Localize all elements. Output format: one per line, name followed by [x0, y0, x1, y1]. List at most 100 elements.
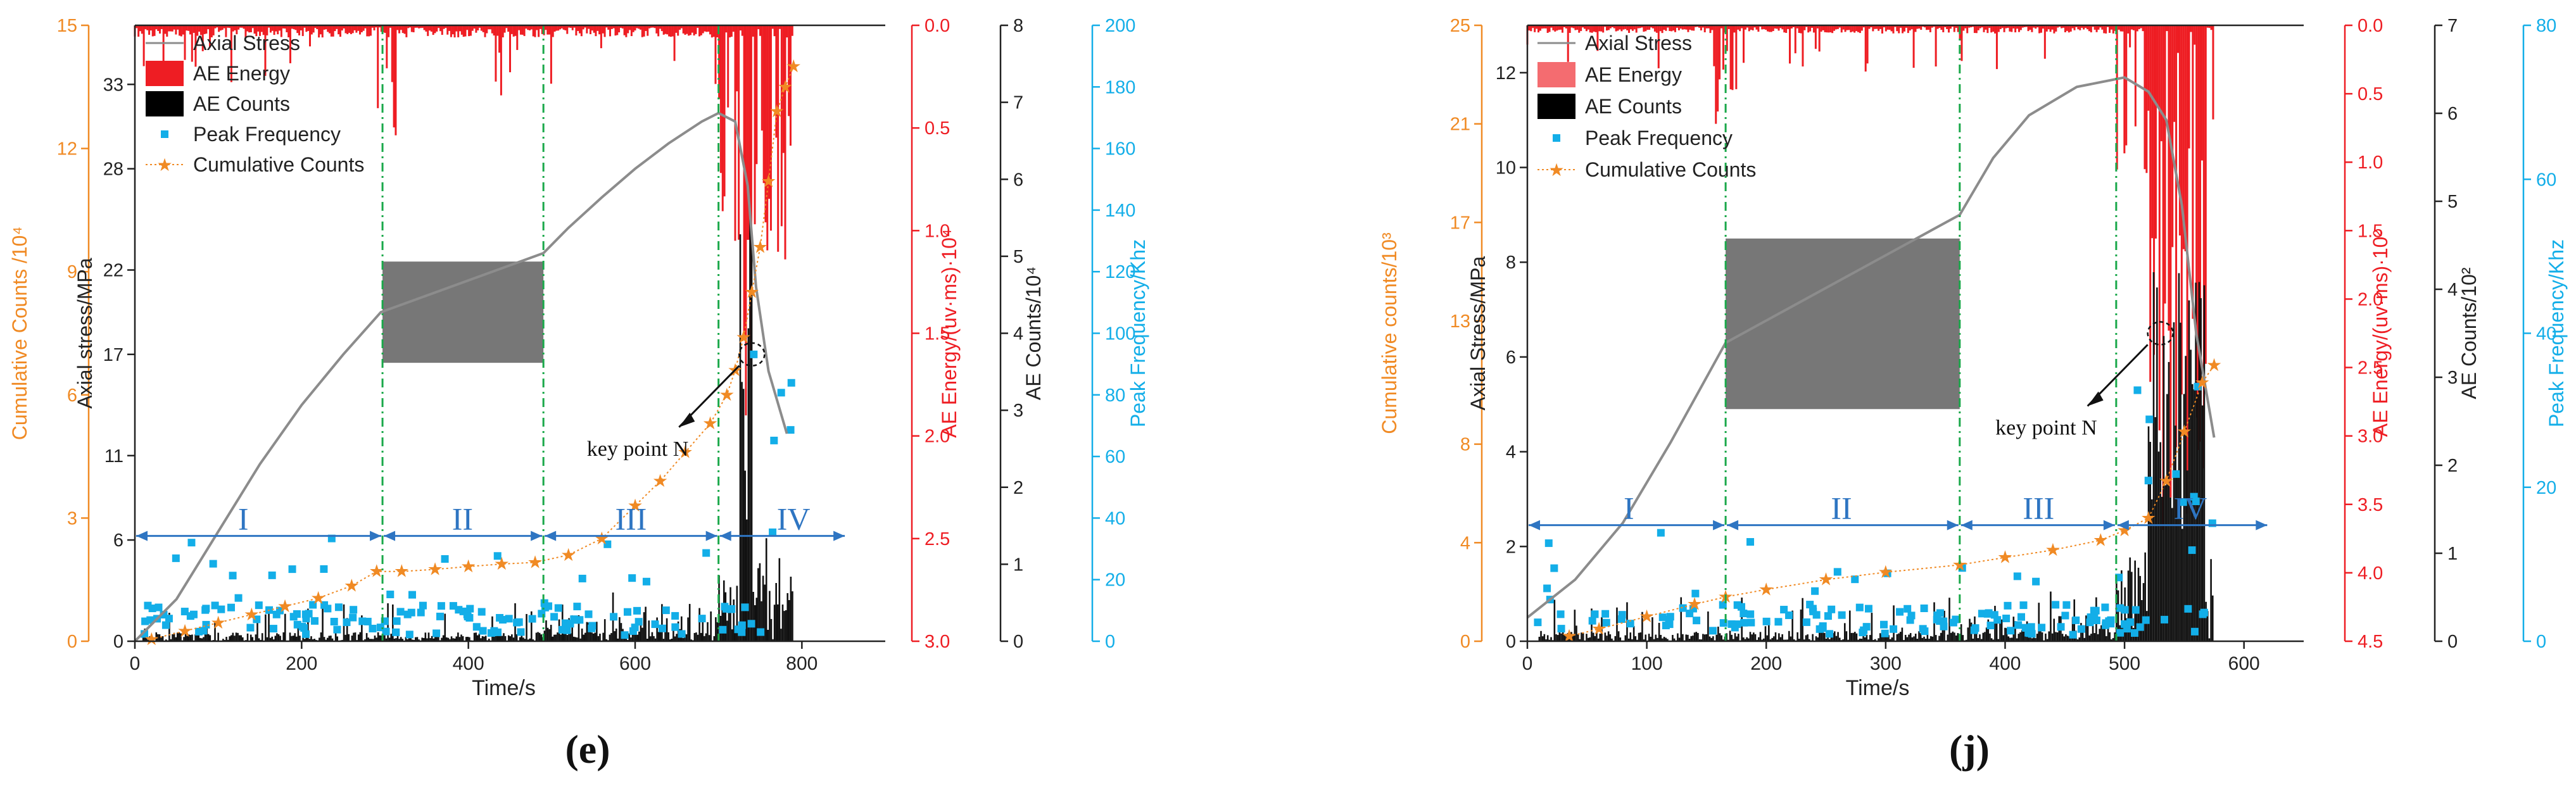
peak-frequency-point: [1919, 625, 1927, 632]
phase-arrowhead-right: [1947, 520, 1959, 530]
peak-frequency-point: [210, 560, 217, 568]
frequency-axis-tick-label: 80: [1105, 386, 1125, 406]
phase-arrowhead-left: [1529, 520, 1540, 530]
peak-frequency-point: [550, 613, 558, 620]
cumulative-axis-tick-label: 8: [1460, 435, 1470, 455]
cumulative-counts-star: ★: [527, 552, 543, 572]
peak-frequency-point: [1824, 612, 1832, 620]
peak-frequency-point: [1785, 611, 1793, 619]
phase-label: I: [1624, 491, 1634, 526]
x-tick-label: 200: [1750, 653, 1782, 674]
peak-frequency-point: [2133, 386, 2141, 394]
cumulative-counts-star: ★: [310, 588, 326, 608]
peak-frequency-point: [2145, 415, 2153, 423]
peak-frequency-point: [671, 612, 679, 620]
phase-label: III: [615, 501, 647, 537]
peak-frequency-point: [1813, 611, 1821, 618]
x-tick-label: 400: [1989, 653, 2021, 674]
peak-frequency-point: [2014, 572, 2021, 580]
legend-ae-counts-label: AE Counts: [1585, 95, 1682, 118]
peak-frequency-point: [1731, 624, 1739, 631]
stress-axis-tick-label: 33: [103, 75, 123, 95]
peak-frequency-point: [406, 630, 414, 638]
cumulative-counts-star: ★: [777, 77, 793, 96]
cumulative-axis-title: Cumulative Counts /10⁴: [8, 227, 31, 440]
cumulative-counts-star: ★: [560, 545, 576, 565]
peak-frequency-point: [2188, 546, 2196, 554]
peak-frequency-point: [555, 605, 562, 612]
peak-frequency-point: [2184, 605, 2192, 613]
peak-frequency-point: [419, 602, 427, 610]
phase-arrowhead-right: [370, 531, 381, 541]
peak-frequency-point: [268, 572, 276, 579]
peak-frequency-series: [141, 351, 795, 639]
peak-frequency-point: [438, 602, 445, 610]
peak-frequency-point: [566, 620, 574, 627]
legend-axial-stress-label: Axial Stress: [193, 32, 300, 54]
stress-axis-tick-label: 4: [1506, 442, 1516, 463]
peak-frequency-point: [1739, 610, 1747, 617]
legend-ae-energy-label: AE Energy: [193, 62, 290, 85]
peak-frequency-point: [450, 602, 457, 610]
peak-frequency-point: [432, 629, 440, 637]
peak-frequency-point: [1838, 611, 1846, 619]
peak-frequency-point: [757, 629, 764, 636]
peak-frequency-point: [246, 624, 254, 632]
cumulative-counts-star: ★: [786, 56, 802, 76]
peak-frequency-point: [1890, 625, 1897, 633]
peak-frequency-point: [738, 629, 745, 636]
figure: ★★★★★★★★★★★★★★★★★★★★★★★★★★★★IIIIIIIVkey …: [0, 0, 2576, 790]
peak-frequency-point: [1763, 618, 1771, 625]
counts-axis-tick-label: 8: [1013, 16, 1023, 36]
stress-axis-tick-label: 10: [1496, 158, 1516, 179]
counts-axis-title: AE Counts/10²: [2458, 267, 2480, 399]
cumulative-axis-tick-label: 0: [67, 632, 77, 652]
peak-frequency-point: [529, 615, 536, 623]
key-point-label: key point N: [1995, 417, 2097, 440]
peak-frequency-point: [1693, 617, 1700, 624]
stress-axis-tick-label: 6: [1506, 348, 1516, 368]
x-tick-label: 0: [1522, 653, 1533, 674]
peak-frequency-point: [662, 606, 670, 614]
peak-frequency-point: [770, 437, 778, 444]
peak-frequency-point: [229, 572, 237, 579]
peak-frequency-point: [369, 625, 376, 632]
cumulative-counts-star: ★: [1591, 619, 1607, 639]
counts-axis-title: AE Counts/10⁴: [1022, 266, 1045, 400]
cumulative-axis-title: Cumulative counts/10³: [1378, 232, 1401, 434]
frequency-axis-tick-label: 60: [2536, 170, 2556, 190]
peak-frequency-series: [1534, 383, 2216, 639]
peak-frequency-point: [270, 625, 277, 632]
peak-frequency-point: [1985, 609, 1993, 617]
peak-frequency-point: [787, 426, 795, 434]
stress-axis-tick-label: 0: [113, 632, 123, 652]
energy-axis-tick-label: 4.5: [2358, 632, 2383, 652]
stress-axis-tick-label: 0: [1506, 632, 1516, 652]
peak-frequency-point: [1828, 606, 1835, 613]
frequency-axis-tick-label: 160: [1105, 139, 1135, 160]
peak-frequency-point: [1746, 610, 1754, 618]
peak-frequency-point: [2014, 621, 2022, 629]
x-tick-label: 600: [619, 653, 651, 674]
frequency-axis-tick-label: 80: [2536, 16, 2556, 36]
peak-frequency-point: [2101, 603, 2109, 611]
peak-frequency-point: [2145, 477, 2152, 484]
peak-frequency-point: [2032, 578, 2040, 586]
peak-frequency-point: [300, 624, 308, 632]
peak-frequency-point: [1667, 613, 1674, 620]
frequency-axis-tick-label: 60: [1105, 447, 1125, 467]
peak-frequency-point: [190, 611, 198, 618]
peak-frequency-point: [1746, 538, 1754, 546]
peak-frequency-point: [490, 627, 498, 635]
peak-frequency-point: [719, 626, 726, 634]
legend-ae-counts-swatch: [1537, 94, 1575, 119]
energy-axis-tick-label: 0.5: [2358, 84, 2383, 104]
x-axis-title: Time/s: [472, 676, 536, 700]
panel-caption: (j): [1949, 727, 1990, 772]
peak-frequency-point: [624, 608, 631, 616]
peak-frequency-point: [659, 625, 666, 632]
stress-axis-tick-label: 12: [1496, 63, 1516, 84]
peak-frequency-point: [517, 628, 525, 636]
cumulative-counts-star: ★: [744, 282, 760, 302]
peak-frequency-point: [162, 622, 170, 629]
